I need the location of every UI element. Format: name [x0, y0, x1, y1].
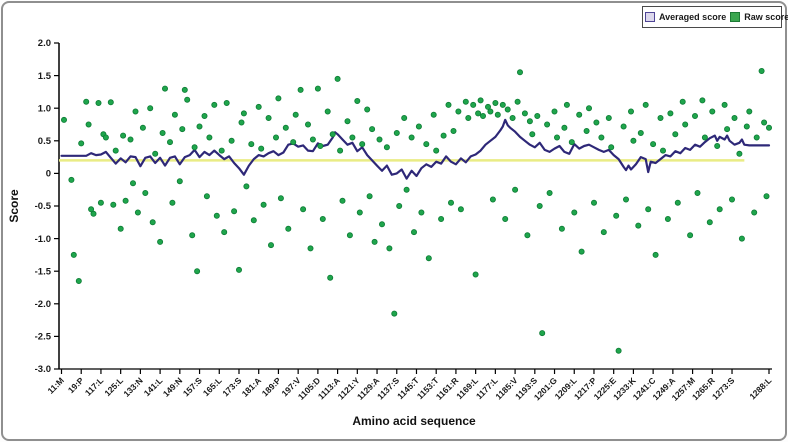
y-axis-title: Score [7, 189, 21, 223]
legend-label: Raw score [744, 12, 788, 22]
y-tick-label: -2.0 [35, 299, 51, 310]
x-tick-label: 181:A [240, 375, 263, 398]
x-tick-label: 149:N [161, 375, 184, 398]
x-axis-ticks: 11:M 19:P117:L125:L133:N141:L149:N157:S16… [45, 369, 773, 403]
x-tick-label: 11:M [45, 375, 65, 395]
y-tick-label: 0 [46, 169, 51, 180]
y-tick-label: 1.0 [38, 103, 51, 114]
x-tick-label: 1161:R [434, 375, 460, 401]
y-tick-label: 2.0 [38, 38, 51, 49]
legend-item-raw-score: Raw score [730, 12, 788, 22]
x-tick-label: 189:P [260, 375, 283, 398]
x-axis-title: Amino acid sequence [352, 414, 476, 428]
x-tick-label: 1288:L [747, 375, 773, 401]
x-tick-label: 125:L [102, 375, 125, 398]
y-tick-label: -1.0 [35, 234, 51, 245]
score-chart: 2.0 1.5 1.0 0.5 0 -0.5 -1.0 -1.5 -2.0 -2.5 -3.011:… [7, 38, 773, 428]
y-tick-label: -3.0 [35, 364, 51, 375]
y-tick-label: -0.5 [35, 201, 52, 212]
axes [58, 43, 772, 370]
averaged-score-line [60, 118, 771, 180]
y-tick-label: 1.5 [38, 71, 52, 82]
raw-score-points [61, 68, 773, 354]
legend-label: Averaged score [659, 12, 727, 22]
y-tick-label: 0.5 [38, 136, 52, 147]
x-tick-label: 133:N [121, 375, 144, 398]
x-tick-label: 157:S [181, 375, 204, 398]
y-tick-label: -2.5 [35, 332, 52, 343]
x-tick-label: 117:L [83, 375, 105, 397]
averaged-score-swatch-icon [645, 12, 655, 22]
x-tick-label: 141:L [142, 375, 165, 398]
y-tick-label: -1.5 [35, 266, 52, 277]
x-tick-label: 1273:S [710, 375, 737, 402]
x-tick-label: 165:L [201, 375, 224, 398]
x-tick-label: 19:P [66, 375, 86, 395]
x-tick-label: 173:S [220, 375, 243, 398]
legend: Averaged score Raw score [642, 6, 788, 28]
y-axis-ticks: 2.0 1.5 1.0 0.5 0 -0.5 -1.0 -1.5 -2.0 -2.5 -3.0 [35, 38, 59, 375]
raw-score-swatch-icon [730, 12, 741, 22]
legend-item-averaged-score: Averaged score [645, 12, 726, 22]
